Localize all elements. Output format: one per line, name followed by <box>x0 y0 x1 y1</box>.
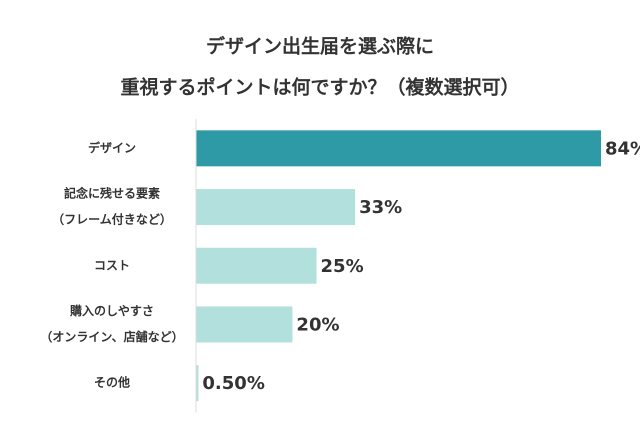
value-label: 84% <box>605 138 640 159</box>
bar <box>196 247 317 284</box>
value-label: 25% <box>321 256 364 277</box>
category-label: 購入のしやすさ <box>69 303 154 318</box>
category-label: （オンライン、店舗など） <box>40 329 183 344</box>
chart-title: 重視するポイントは何ですか？（複数選択可） <box>120 76 519 99</box>
value-label: 20% <box>296 314 339 335</box>
value-label: 0.50% <box>202 373 264 394</box>
bar <box>196 130 601 167</box>
category-label: コスト <box>94 258 130 272</box>
bar <box>196 306 293 343</box>
value-label: 33% <box>359 197 402 218</box>
bar <box>196 189 356 226</box>
category-label: （フレーム付きなど） <box>52 212 172 227</box>
category-label: デザイン <box>88 140 136 155</box>
bar <box>196 365 199 402</box>
category-label: その他 <box>94 375 130 390</box>
chart-title: デザイン出生届を選ぶ際に <box>206 35 434 58</box>
category-label: 記念に残せる要素 <box>64 186 160 201</box>
